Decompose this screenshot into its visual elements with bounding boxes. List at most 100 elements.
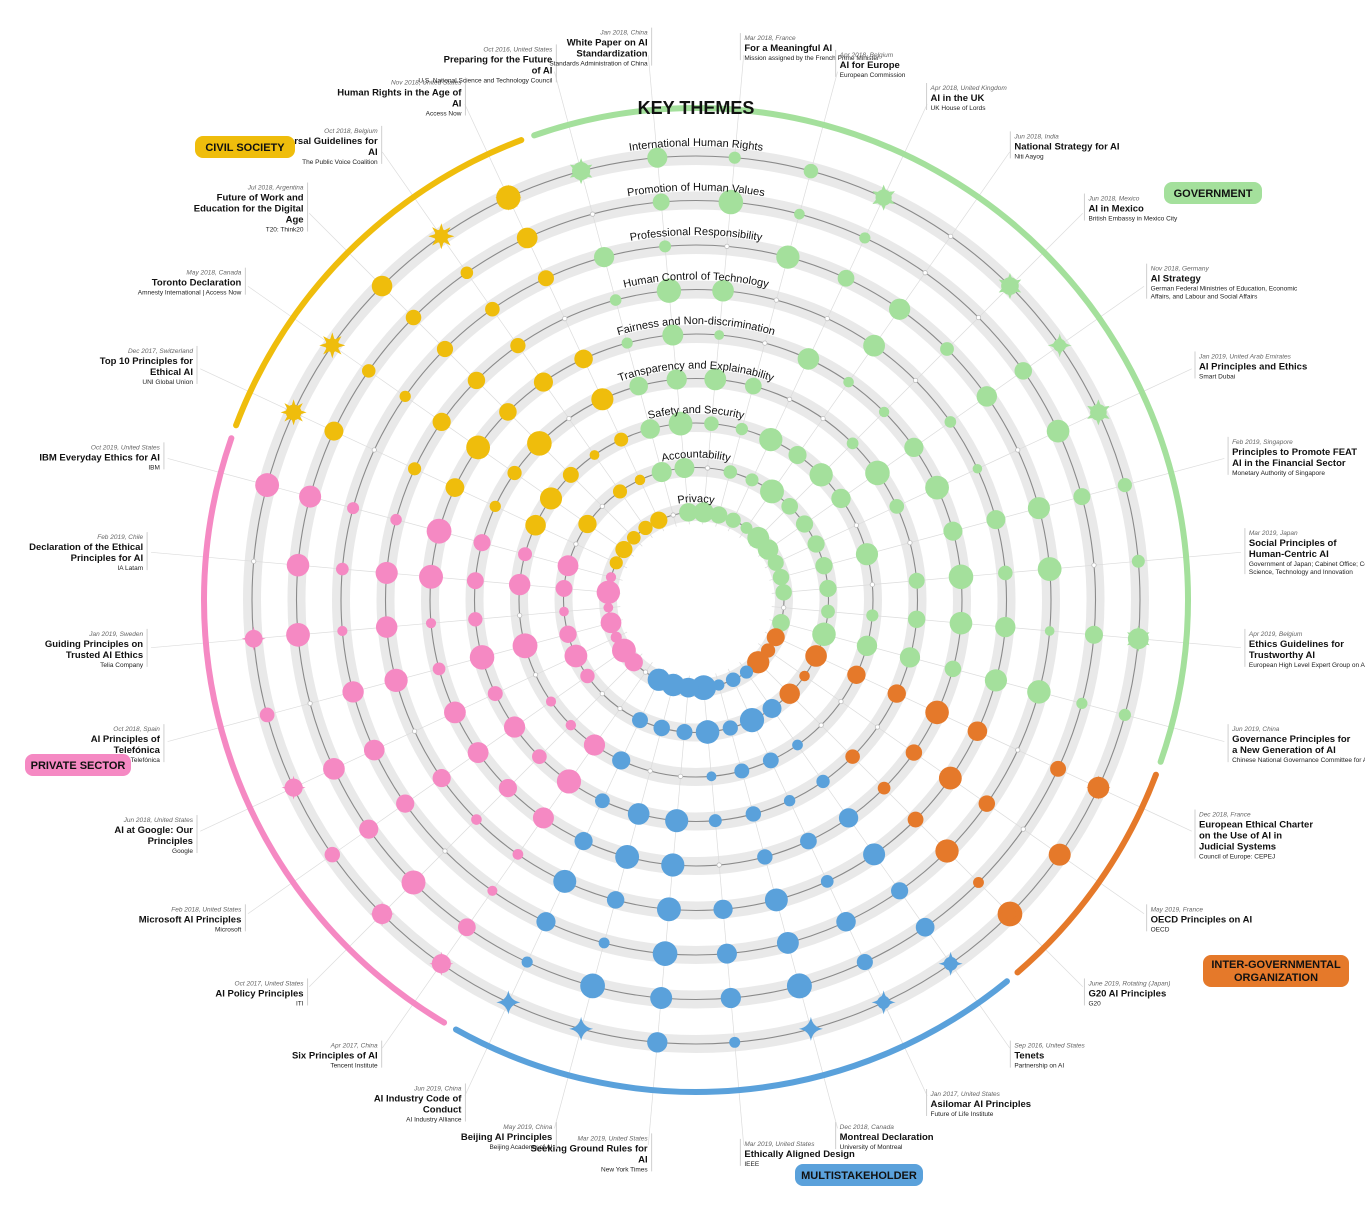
coverage-mark [536,912,556,932]
coverage-mark [661,853,685,877]
document-title: For a Meaningful AI [744,43,832,54]
document-author: British Embassy in Mexico City [1088,216,1178,223]
coverage-mark [634,474,646,486]
document-label[interactable]: June 2019, Rotating (Japan)G20 AI Princi… [1083,978,1170,1007]
coverage-mark [656,278,682,303]
document-title: AI Industry Code of [374,1094,462,1105]
coverage-mark [612,638,636,663]
theme-track-line [429,333,963,867]
coverage-mark [612,484,628,499]
document-author: Government of Japan; Cabinet Office; Cou… [1249,561,1365,568]
human-rights-diamond-mark [281,775,306,800]
document-title: AI [368,147,378,158]
coverage-mark [425,618,437,629]
coverage-empty-mark [617,705,623,712]
coverage-mark [651,461,672,483]
document-author: T20: Think20 [266,227,304,234]
coverage-mark [716,943,737,964]
document-meta: Dec 2017, Switzerland [128,348,193,355]
document-meta: Mar 2019, United States [578,1135,649,1142]
coverage-mark [1014,362,1033,380]
coverage-mark [865,460,890,486]
coverage-mark [457,918,476,937]
human-rights-star-mark [319,332,346,359]
document-meta: Mar 2019, United States [744,1141,815,1148]
coverage-mark [507,465,522,481]
coverage-mark [740,521,753,534]
coverage-mark [606,891,625,909]
document-title: Judicial Systems [1199,842,1276,853]
coverage-empty-mark [787,396,793,402]
document-title: Human Rights in the Age of [337,87,462,98]
coverage-mark [723,465,738,479]
coverage-empty-mark [517,612,523,619]
coverage-mark [396,794,415,813]
document-title: Trustworthy AI [1249,650,1315,661]
coverage-mark [797,348,820,370]
coverage-mark [925,700,949,725]
coverage-mark [583,734,606,756]
coverage-empty-mark [820,415,826,422]
coverage-mark [712,279,734,302]
coverage-mark [728,151,741,164]
coverage-mark [647,1032,668,1053]
coverage-mark [559,606,569,617]
coverage-mark [837,269,855,287]
coverage-mark [725,512,741,528]
document-meta: Apr 2018, United Kingdom [930,85,1008,92]
coverage-mark [299,485,322,508]
coverage-mark [1118,708,1131,722]
document-label[interactable]: Sep 2016, United StatesTenetsPartnership… [1009,1040,1086,1070]
document-meta: Dec 2018, Canada [840,1124,895,1131]
document-author: Amnesty International | Access Now [138,290,242,297]
coverage-mark [710,506,728,524]
coverage-mark [925,475,949,500]
document-author: IEEE [744,1161,759,1168]
document-title: AI [452,98,462,109]
coverage-mark [565,719,577,731]
coverage-mark [1084,625,1103,644]
human-rights-star-mark [428,223,455,250]
coverage-mark [375,616,398,638]
coverage-mark [323,757,345,780]
coverage-mark [574,832,593,851]
coverage-mark [899,647,921,668]
document-title: Beijing AI Principles [461,1132,553,1143]
coverage-empty-mark [781,605,787,611]
